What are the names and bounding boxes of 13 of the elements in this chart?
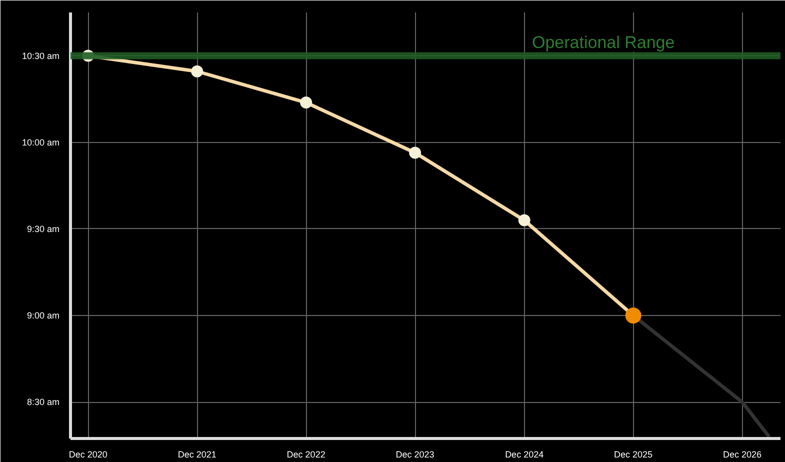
x-tick-label: Dec 2022 (286, 450, 326, 460)
y-tick-label: 9:00 am (26, 310, 60, 321)
x-tick-label: Dec 2023 (396, 450, 434, 460)
ref-line-label: Operational Range (532, 32, 675, 52)
x-tick-label: Dec 2026 (723, 450, 762, 460)
x-tick-label: Dec 2021 (178, 450, 216, 460)
y-tick-label: 8:30 am (26, 397, 60, 408)
y-tick-label: 10:00 am (22, 137, 60, 148)
x-tick-label: Dec 2020 (68, 450, 108, 460)
y-tick-label: 9:30 am (26, 224, 60, 234)
y-tick-label: 10:30 am (22, 50, 60, 61)
x-tick-label: Dec 2025 (614, 450, 653, 460)
x-tick-label: Dec 2024 (505, 450, 544, 460)
